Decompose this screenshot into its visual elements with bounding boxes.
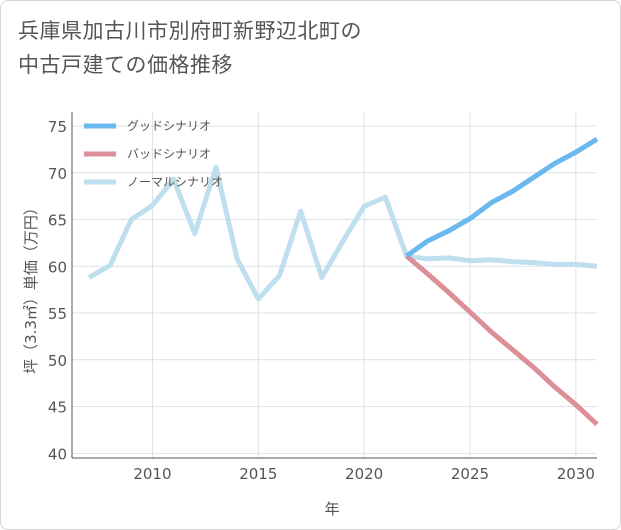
- series-line-0: [405, 136, 599, 259]
- y-tick-label-65: 65: [48, 212, 67, 230]
- y-tick-label-50: 50: [48, 352, 67, 370]
- chart-title-line-2: 中古戸建ての価格推移: [18, 53, 233, 77]
- y-axis-label: 坪（3.3㎡）単価（万円）: [22, 200, 40, 374]
- series-line-1: [404, 254, 599, 427]
- x-tick-label-2010: 2010: [133, 465, 171, 483]
- y-tick-label-70: 70: [48, 165, 67, 183]
- y-tick-label-60: 60: [48, 258, 67, 276]
- y-tick-label-45: 45: [48, 399, 67, 417]
- grid: [71, 112, 597, 459]
- x-axis-label: 年: [324, 500, 339, 518]
- x-tick-label-2015: 2015: [239, 465, 277, 483]
- y-tick-label-75: 75: [48, 118, 67, 136]
- legend-label-2: ノーマルシナリオ: [127, 175, 223, 189]
- x-tick-label-2025: 2025: [451, 465, 489, 483]
- chart-title: 兵庫県加古川市別府町新野辺北町の 中古戸建ての価格推移: [18, 14, 362, 82]
- series-lines: [87, 136, 599, 427]
- y-axis-ticks: 40 45 50 55 60 65 70 75: [48, 118, 67, 463]
- legend-label-0: グッドシナリオ: [127, 119, 211, 133]
- x-axis-ticks: 2010 2015 2020 2025 2030: [133, 465, 595, 483]
- x-tick-label-2030: 2030: [557, 465, 595, 483]
- x-tick-label-2020: 2020: [345, 465, 383, 483]
- y-tick-label-55: 55: [48, 305, 67, 323]
- legend-label-1: バッドシナリオ: [127, 147, 211, 161]
- y-tick-label-40: 40: [48, 445, 67, 463]
- chart-title-line-1: 兵庫県加古川市別府町新野辺北町の: [18, 19, 362, 43]
- series-line-2: [87, 164, 598, 302]
